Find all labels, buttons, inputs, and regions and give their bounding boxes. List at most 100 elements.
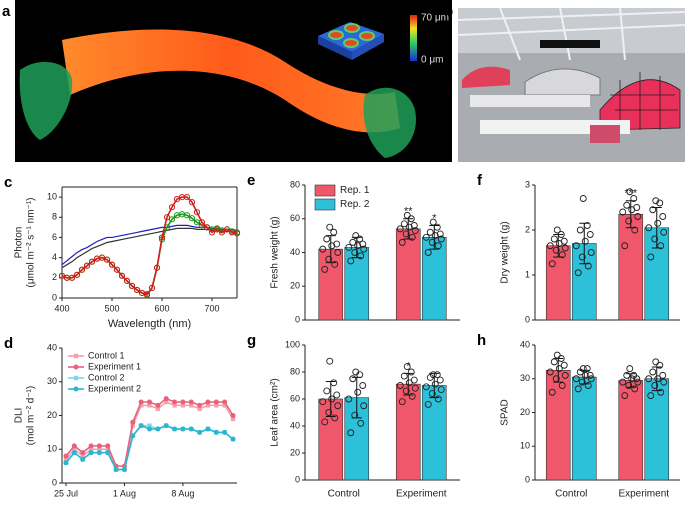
hand xyxy=(19,61,73,140)
data-point xyxy=(424,249,432,256)
marker xyxy=(72,447,77,452)
marker xyxy=(205,426,211,432)
marker xyxy=(113,266,121,273)
series-line xyxy=(61,196,238,296)
marker xyxy=(113,467,119,472)
series-line xyxy=(65,401,234,471)
y-tick-label: 0 xyxy=(525,314,530,324)
y-tick-label: 40 xyxy=(290,247,300,257)
panel-h: h 0 10 20 30 40 SPAD Control Experiment xyxy=(477,332,680,500)
hand xyxy=(363,87,416,158)
panel-letter: e xyxy=(247,172,255,189)
marker xyxy=(163,423,169,429)
data-point xyxy=(587,375,595,383)
marker xyxy=(88,450,94,456)
data-point xyxy=(330,379,338,387)
marker xyxy=(78,266,86,273)
y-axis-label: (μmol m⁻² s⁻¹ nm⁻¹) xyxy=(26,198,37,288)
marker xyxy=(197,429,203,435)
marker xyxy=(147,399,152,405)
error-bar xyxy=(579,222,590,265)
data-point xyxy=(621,242,629,250)
photo-b: b xyxy=(444,3,685,162)
marker xyxy=(98,254,106,261)
y-tick-label: 0 xyxy=(52,292,57,302)
data-point xyxy=(587,249,595,256)
marker xyxy=(205,403,211,408)
data-point xyxy=(626,188,634,196)
data-point xyxy=(325,409,333,416)
data-point xyxy=(645,224,653,232)
data-point xyxy=(426,228,434,236)
bar xyxy=(421,385,447,481)
marker xyxy=(203,224,211,231)
x-axis-label: Wavelength (nm) xyxy=(108,318,191,330)
data-point xyxy=(422,233,430,241)
marker xyxy=(230,416,236,422)
marker xyxy=(105,447,110,452)
data-point xyxy=(398,238,406,246)
data-point xyxy=(424,400,432,408)
data-point xyxy=(631,226,639,234)
marker xyxy=(163,396,169,402)
data-point xyxy=(634,213,642,220)
x-tick-label: 700 xyxy=(204,303,219,313)
data-point xyxy=(578,378,586,386)
significance: *** xyxy=(624,188,638,200)
y-tick-label: 1 xyxy=(525,269,530,279)
marker xyxy=(130,419,136,425)
data-point xyxy=(400,372,408,380)
data-point xyxy=(548,260,556,268)
y-tick-label: 40 xyxy=(290,420,300,430)
data-point xyxy=(422,383,430,391)
data-point xyxy=(333,391,341,399)
data-point xyxy=(654,219,662,227)
data-point xyxy=(574,385,582,393)
data-point xyxy=(334,402,342,410)
data-point xyxy=(334,249,342,256)
x-tick-label: 500 xyxy=(104,303,119,313)
data-point xyxy=(433,371,441,379)
data-point xyxy=(552,375,560,383)
data-point xyxy=(325,255,333,263)
marker xyxy=(197,402,203,408)
data-point xyxy=(359,240,367,248)
data-point xyxy=(321,265,329,273)
y-tick-label: 10 xyxy=(520,441,530,451)
data-point xyxy=(436,376,444,384)
data-point xyxy=(584,382,592,389)
data-point xyxy=(656,361,664,369)
panel-d: d 0 10 20 30 40 DLI (mol m⁻² d⁻¹) 25 Jul 1 Aug 8 A… xyxy=(4,335,237,498)
data-point xyxy=(321,418,329,426)
bar xyxy=(644,378,670,481)
data-point xyxy=(659,213,667,220)
marker xyxy=(208,229,216,236)
marker xyxy=(164,399,169,405)
data-point xyxy=(351,249,359,256)
data-point xyxy=(437,235,445,243)
data-point xyxy=(407,215,415,223)
marker xyxy=(193,209,201,216)
data-point xyxy=(586,371,594,379)
legend-swatch xyxy=(314,198,336,211)
data-point xyxy=(619,378,627,386)
data-point xyxy=(349,375,357,383)
x-tick-label: 400 xyxy=(54,303,69,313)
y-axis-label: SPAD xyxy=(500,399,511,426)
data-point xyxy=(354,388,362,396)
data-point xyxy=(561,244,569,252)
x-tick-label: Control xyxy=(328,489,360,500)
data-point xyxy=(579,195,587,202)
marker xyxy=(230,413,236,418)
marker xyxy=(188,199,196,206)
marker xyxy=(155,406,161,411)
legend-marker xyxy=(73,386,79,392)
marker xyxy=(213,429,219,435)
marker xyxy=(205,399,211,405)
marker xyxy=(168,204,176,211)
y-tick-label: 0 xyxy=(525,474,530,484)
data-point xyxy=(651,382,659,389)
data-point xyxy=(625,382,633,389)
x-tick-label: 1 Aug xyxy=(113,488,136,498)
